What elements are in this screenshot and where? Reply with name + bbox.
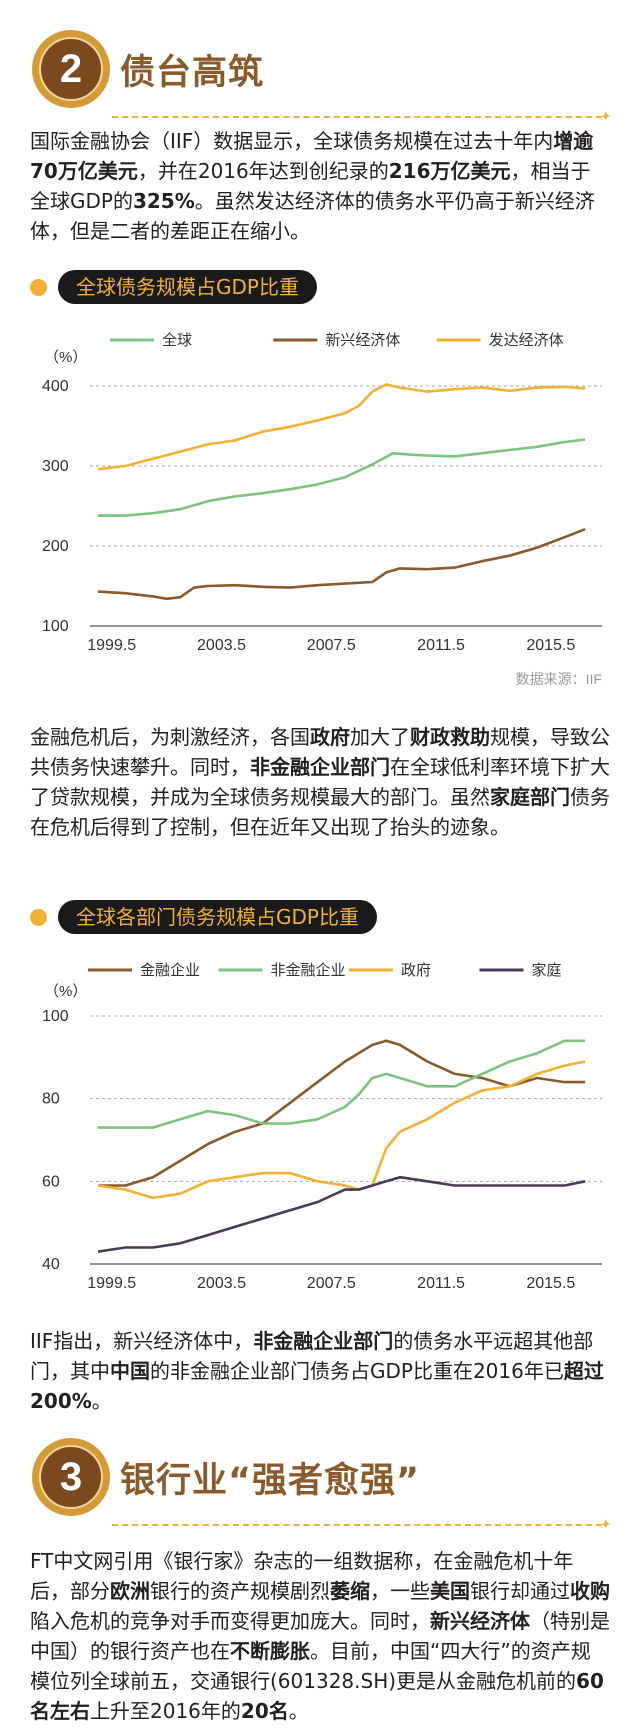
- emphasis-text: 60名左右: [30, 1669, 604, 1723]
- text-run: ，并在2016年达到创纪录的: [137, 159, 389, 183]
- dashed-divider: [112, 1524, 602, 1526]
- chart-1-title: 全球债务规模占GDP比重: [58, 270, 317, 304]
- data-source: 数据来源：IIF: [516, 671, 602, 687]
- legend-label: 发达经济体: [489, 332, 564, 349]
- section-title: 债台高筑: [120, 53, 265, 93]
- text-run: FT中文网引用《银行家》杂志的一组数据称，在金融危机十年后，部分: [30, 1549, 574, 1603]
- y-tick-label: 40: [42, 1256, 60, 1273]
- emphasis-text: 增逾70万亿美元: [30, 129, 594, 183]
- emphasis-text: 萎缩: [330, 1579, 370, 1603]
- series-line-3: [97, 383, 586, 471]
- text-run: 上升至2016年的: [90, 1699, 241, 1723]
- legend-label: 金融企业: [140, 961, 200, 979]
- emphasis-text: 非金融企业部门: [250, 755, 390, 779]
- section-number-badge: 2: [32, 30, 110, 108]
- divider-end-ornament: ✦: [600, 109, 612, 125]
- text-run: 陷入危机的竞争对手而变得更加庞大。同时，: [30, 1609, 430, 1633]
- text-run: 规模，导致公共债务快速攀升。同时，: [30, 725, 610, 779]
- emphasis-text: 超过200%: [30, 1359, 604, 1413]
- series-line-1: [98, 438, 586, 517]
- chart-sector-debt-ratio: 金融企业 非金融企业 政府 家庭 （%） 40 60 80 100 1999.5 2003.5 200…: [42, 961, 602, 1292]
- paragraph-after-crisis: 金融危机后，为刺激经济，各国政府加大了财政救助规模，导致公共债务快速攀升。同时，…: [30, 722, 610, 842]
- paragraph-iif-emerging: IIF指出，新兴经济体中，非金融企业部门的债务水平远超其他部门，其中中国的非金融…: [30, 1326, 610, 1416]
- section-number: 2: [39, 37, 103, 101]
- legend-label: 全球: [162, 331, 192, 349]
- emphasis-text: 财政救助: [410, 725, 490, 749]
- section-2-header: 2 债台高筑 ✦: [0, 30, 640, 124]
- emphasis-text: 216万亿美元: [388, 159, 511, 183]
- text-run: 国际金融协会（IIF）数据显示，全球债务规模在过去十年内: [30, 129, 554, 153]
- x-tick-label: 2015.5: [526, 1275, 575, 1292]
- text-run: ，一些: [370, 1579, 430, 1603]
- emphasis-text: 不断膨胀: [230, 1639, 310, 1663]
- text-run: （特别是中国）的银行资产也在: [30, 1609, 610, 1663]
- text-run: 在全球低利率环境下扩大了贷款规模，并成为全球债务规模最大的部门。虽然: [30, 755, 610, 809]
- text-run: 。虽然发达经济体的债务水平仍高于新兴经济体，但是二者的差距正在缩小。: [30, 189, 595, 243]
- text-run: 。目前，中国“四大行”的资产规模位列全球前五，交通银行(601328.SH)更是…: [30, 1639, 591, 1693]
- x-tick-label: 1999.5: [87, 637, 136, 654]
- text-run: 银行却通过: [470, 1579, 570, 1603]
- y-tick-label: 100: [42, 618, 69, 635]
- y-tick-label: 300: [42, 458, 69, 475]
- chart-2-title: 全球各部门债务规模占GDP比重: [58, 900, 377, 934]
- x-tick-label: 2007.5: [307, 637, 356, 654]
- text-run: 的债务水平远超其他部门，其中: [30, 1329, 594, 1383]
- y-tick-label: 400: [42, 378, 69, 395]
- legend-label: 新兴经济体: [325, 332, 400, 349]
- y-tick-label: 80: [42, 1091, 60, 1108]
- y-axis-unit: （%）: [44, 983, 87, 1000]
- legend-label: 家庭: [532, 962, 562, 979]
- text-run: 银行的资产规模剧烈: [150, 1579, 330, 1603]
- text-run: 加大了: [350, 725, 410, 749]
- emphasis-text: 中国: [110, 1359, 150, 1383]
- emphasis-text: 非金融企业部门: [253, 1329, 394, 1353]
- section-number-badge: 3: [32, 1438, 110, 1516]
- emphasis-text: 325%: [132, 189, 195, 213]
- text-run: 的非金融企业部门债务占GDP比重在2016年已: [150, 1359, 564, 1383]
- emphasis-text: 欧洲: [110, 1579, 150, 1603]
- emphasis-text: 政府: [310, 725, 350, 749]
- x-tick-label: 2007.5: [307, 1275, 356, 1292]
- text-run: 。: [288, 1699, 309, 1723]
- section-title: 银行业“强者愈强”: [120, 1461, 421, 1501]
- emphasis-text: 新兴经济体: [430, 1609, 530, 1633]
- legend-label: 政府: [401, 962, 431, 979]
- dashed-divider: [112, 116, 602, 118]
- emphasis-text: 美国: [430, 1579, 470, 1603]
- bullet-dot: [30, 279, 47, 296]
- paragraph-global-debt: 国际金融协会（IIF）数据显示，全球债务规模在过去十年内增逾70万亿美元，并在2…: [30, 126, 610, 246]
- emphasis-text: 20名: [240, 1699, 289, 1723]
- legend-label: 非金融企业: [271, 961, 346, 979]
- section-3-header: 3 银行业“强者愈强” ✦: [0, 1438, 640, 1532]
- emphasis-text: 家庭部门: [490, 785, 570, 809]
- text-run: IIF指出，新兴经济体中，: [30, 1329, 254, 1353]
- series-line-2: [97, 527, 586, 601]
- x-tick-label: 2011.5: [417, 637, 465, 654]
- y-tick-label: 200: [42, 538, 69, 555]
- x-tick-label: 2011.5: [417, 1275, 465, 1292]
- series-line-3: [97, 1060, 586, 1200]
- x-tick-label: 2015.5: [526, 637, 575, 654]
- x-tick-label: 2003.5: [197, 1275, 246, 1292]
- series-line-2: [98, 1039, 586, 1129]
- chart-global-debt-ratio: 全球 新兴经济体 发达经济体 （%） 100 200 300 400 1999.5 2003.5 2…: [42, 331, 602, 687]
- y-tick-label: 100: [42, 1008, 69, 1025]
- text-run: 金融危机后，为刺激经济，各国: [30, 725, 310, 749]
- emphasis-text: 收购: [570, 1579, 610, 1603]
- divider-end-ornament: ✦: [600, 1517, 612, 1533]
- text-run: 。: [91, 1389, 112, 1413]
- text-run: 债务在危机后得到了控制，但在近年又出现了抬头的迹象。: [30, 785, 610, 839]
- section-number: 3: [39, 1445, 103, 1509]
- y-tick-label: 60: [42, 1173, 60, 1190]
- bullet-dot: [30, 909, 47, 926]
- x-tick-label: 1999.5: [87, 1275, 136, 1292]
- series-line-1: [98, 1039, 586, 1187]
- series-line-4: [97, 1175, 586, 1253]
- paragraph-banking: FT中文网引用《银行家》杂志的一组数据称，在金融危机十年后，部分欧洲银行的资产规…: [30, 1546, 610, 1726]
- y-axis-unit: （%）: [44, 349, 87, 366]
- text-run: ，相当于全球GDP的: [30, 159, 591, 213]
- x-tick-label: 2003.5: [197, 637, 246, 654]
